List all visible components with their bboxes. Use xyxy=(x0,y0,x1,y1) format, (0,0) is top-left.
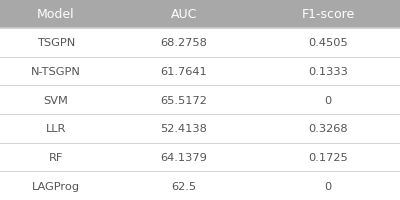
Text: N-TSGPN: N-TSGPN xyxy=(31,67,81,77)
Text: 62.5: 62.5 xyxy=(172,181,196,191)
Bar xyxy=(0,29,400,58)
Text: RF: RF xyxy=(49,152,63,162)
Bar xyxy=(0,114,400,143)
Text: LLR: LLR xyxy=(46,124,66,134)
Text: 0: 0 xyxy=(324,181,332,191)
Text: 0.3268: 0.3268 xyxy=(308,124,348,134)
Bar xyxy=(0,172,400,200)
Bar xyxy=(0,58,400,86)
Text: 0.1725: 0.1725 xyxy=(308,152,348,162)
Text: 0.4505: 0.4505 xyxy=(308,38,348,48)
Text: 65.5172: 65.5172 xyxy=(160,95,208,105)
Text: 61.7641: 61.7641 xyxy=(161,67,207,77)
Text: SVM: SVM xyxy=(44,95,68,105)
Text: Model: Model xyxy=(37,8,75,21)
Text: F1-score: F1-score xyxy=(301,8,355,21)
Text: TSGPN: TSGPN xyxy=(37,38,75,48)
Text: LAGProg: LAGProg xyxy=(32,181,80,191)
Text: 64.1379: 64.1379 xyxy=(160,152,208,162)
Text: 0.1333: 0.1333 xyxy=(308,67,348,77)
Text: 52.4138: 52.4138 xyxy=(160,124,208,134)
Bar xyxy=(0,86,400,114)
Text: 68.2758: 68.2758 xyxy=(160,38,208,48)
Bar xyxy=(0,0,400,29)
Bar xyxy=(0,143,400,171)
Text: 0: 0 xyxy=(324,95,332,105)
Text: AUC: AUC xyxy=(171,8,197,21)
